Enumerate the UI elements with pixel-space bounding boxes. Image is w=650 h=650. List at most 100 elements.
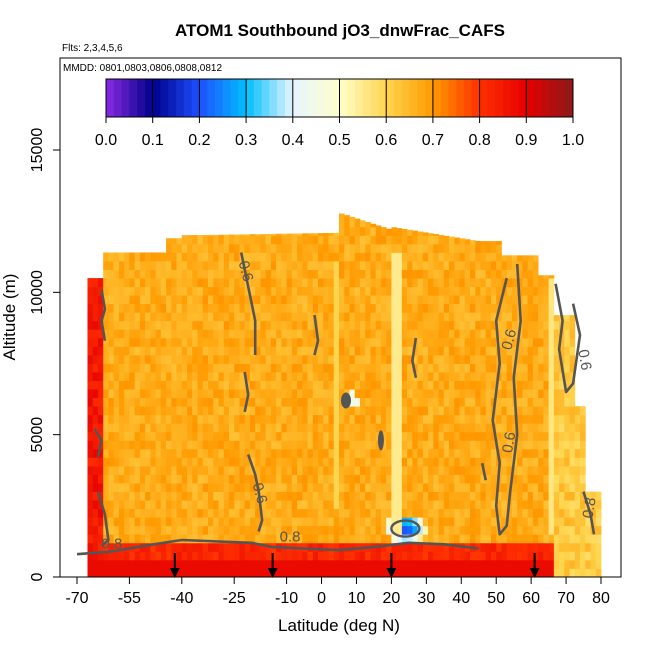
heatmap-cell xyxy=(365,500,371,510)
heatmap-cell xyxy=(506,525,513,535)
heatmap-cell xyxy=(312,440,319,450)
heatmap-cell xyxy=(428,329,434,339)
colorbar-segment xyxy=(347,79,356,117)
heatmap-cell xyxy=(490,483,497,492)
heatmap-cell xyxy=(218,261,225,270)
heatmap-cell xyxy=(580,542,586,552)
heatmap-cell xyxy=(312,235,319,245)
heatmap-cell xyxy=(449,346,455,356)
heatmap-cell xyxy=(422,346,429,356)
heatmap-cell xyxy=(155,440,162,450)
heatmap-cell xyxy=(197,312,204,322)
heatmap-cell xyxy=(438,525,445,535)
heatmap-cell xyxy=(276,508,282,518)
heatmap-cell xyxy=(354,483,361,492)
heatmap-cell xyxy=(87,483,94,492)
heatmap-cell xyxy=(87,440,94,450)
heatmap-cell xyxy=(433,337,439,347)
heatmap-cell xyxy=(108,483,115,492)
heatmap-cell xyxy=(470,525,476,535)
heatmap-cell xyxy=(223,517,230,527)
heatmap-cell xyxy=(517,363,523,373)
heatmap-cell xyxy=(380,559,387,569)
heatmap-cell xyxy=(517,431,523,441)
heatmap-cell xyxy=(118,517,125,527)
heatmap-cell xyxy=(480,414,487,424)
heatmap-cell xyxy=(244,508,251,518)
heatmap-cell xyxy=(166,269,172,279)
heatmap-cell xyxy=(312,568,319,577)
heatmap-cell xyxy=(312,483,319,492)
heatmap-cell xyxy=(522,295,529,305)
heatmap-cell xyxy=(323,380,329,390)
heatmap-cell xyxy=(171,337,177,347)
heatmap-cell xyxy=(339,354,345,364)
heatmap-cell xyxy=(187,568,193,577)
heatmap-cell xyxy=(344,517,350,527)
heatmap-cell xyxy=(517,372,523,381)
heatmap-cell xyxy=(260,269,267,279)
heatmap-cell xyxy=(428,551,434,561)
heatmap-cell xyxy=(365,252,371,262)
colorbar-segment xyxy=(386,79,395,117)
heatmap-cell xyxy=(265,440,272,450)
heatmap-cell xyxy=(511,431,518,441)
heatmap-cell xyxy=(150,286,156,296)
heatmap-cell xyxy=(433,303,439,313)
heatmap-cell xyxy=(328,508,335,518)
colorbar-segment xyxy=(113,79,123,117)
heatmap-cell xyxy=(187,457,193,467)
heatmap-cell xyxy=(354,397,361,407)
heatmap-cell xyxy=(553,517,560,527)
heatmap-cell xyxy=(501,269,508,279)
heatmap-cell xyxy=(517,278,523,288)
heatmap-cell xyxy=(218,329,225,339)
heatmap-cell xyxy=(318,440,324,450)
heatmap-cell xyxy=(396,465,403,475)
heatmap-cell xyxy=(344,551,350,561)
heatmap-cell xyxy=(574,474,581,484)
heatmap-cell xyxy=(559,491,565,501)
heatmap-cell xyxy=(433,235,439,245)
heatmap-cell xyxy=(543,380,549,390)
heatmap-cell xyxy=(213,235,219,245)
heatmap-cell xyxy=(443,261,450,270)
heatmap-cell xyxy=(249,534,256,544)
heatmap-cell xyxy=(302,303,308,313)
heatmap-cell xyxy=(396,414,403,424)
heatmap-cell xyxy=(234,551,240,561)
heatmap-cell xyxy=(150,551,156,561)
heatmap-cell xyxy=(192,312,198,322)
heatmap-cell xyxy=(548,474,555,484)
heatmap-cell xyxy=(375,295,382,305)
heatmap-cell xyxy=(475,423,481,433)
heatmap-cell xyxy=(386,235,392,245)
heatmap-cell xyxy=(270,431,277,441)
heatmap-cell xyxy=(532,329,539,339)
heatmap-cell xyxy=(197,440,204,450)
heatmap-cell xyxy=(145,440,151,450)
heatmap-cell xyxy=(97,303,104,313)
heatmap-cell xyxy=(129,303,136,313)
heatmap-cell xyxy=(417,329,424,339)
heatmap-cell xyxy=(543,275,549,279)
heatmap-cell xyxy=(438,337,445,347)
heatmap-cell xyxy=(129,465,136,475)
heatmap-cell xyxy=(370,389,377,399)
heatmap-cell xyxy=(134,269,141,279)
heatmap-cell xyxy=(286,337,293,347)
heatmap-cell xyxy=(281,534,287,544)
heatmap-cell xyxy=(359,372,366,381)
heatmap-cell xyxy=(302,269,308,279)
plot-frame xyxy=(59,57,622,578)
heatmap-cell xyxy=(490,372,497,381)
heatmap-cell xyxy=(438,568,445,577)
heatmap-cell xyxy=(187,235,193,236)
heatmap-cell xyxy=(470,295,476,305)
heatmap-cell xyxy=(344,568,350,577)
heatmap-cell xyxy=(412,465,418,475)
heatmap-cell xyxy=(197,380,204,390)
heatmap-cell xyxy=(171,261,177,270)
heatmap-cell xyxy=(354,286,361,296)
